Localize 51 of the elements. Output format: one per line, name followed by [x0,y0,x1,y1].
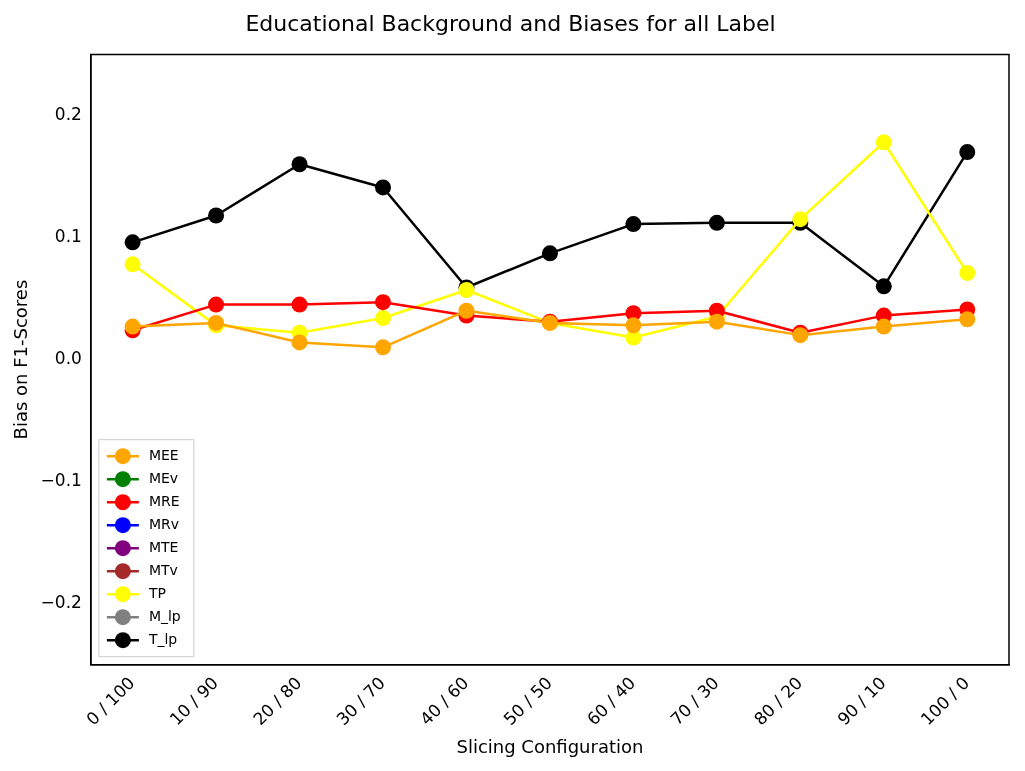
point [875,134,892,151]
point [375,294,392,311]
x-tick-label: 100 / 0 [916,672,974,730]
x-tick-label: 80 / 20 [749,672,807,730]
point [291,334,308,351]
y-tick-label: 0.2 [54,103,82,124]
legend-label: MRE [148,492,180,509]
point [959,311,976,328]
x-tick-label: 50 / 50 [499,672,556,730]
point [375,339,392,356]
y-tick-label: 0.0 [54,347,82,368]
point [375,179,392,196]
y-tick-label: −0.1 [40,470,82,491]
point [124,234,141,251]
y-tick-label: −0.2 [40,592,82,613]
y-axis-title: Bias on F1-Scores [10,279,32,440]
point [708,214,725,231]
point [375,310,392,327]
legend-label: MRv [148,515,179,532]
legend-label: MTE [148,538,179,555]
legend-label: T_lp [147,630,178,647]
legend-label: MTv [148,561,178,578]
x-tick-label: 40 / 60 [415,672,473,730]
chart-title: Educational Background and Biases for all Label [245,10,776,36]
legend-label: M_lp [148,607,181,624]
legend-label: TP [147,584,166,601]
point [208,207,225,224]
point [875,278,892,295]
x-tick-label: 90 / 10 [833,672,890,730]
x-tick-label: 60 / 40 [582,672,640,730]
point [875,318,892,335]
y-tick-label: 0.1 [54,225,82,246]
x-tick-label: 70 / 30 [666,672,723,730]
point [625,317,642,334]
point [291,296,308,313]
point [124,318,141,335]
legend-label: MEv [148,469,179,486]
x-tick-label: 10 / 90 [165,672,223,730]
point [124,256,141,273]
point [541,245,558,262]
legend-label: MEE [148,446,179,463]
x-tick-label: 30 / 70 [332,672,389,730]
x-tick-label: 20 / 80 [249,672,306,730]
point [625,216,642,233]
point [458,302,475,319]
x-axis-title: Slicing Configuration [456,735,644,757]
point [208,296,225,313]
point [959,144,976,161]
point [959,264,976,281]
point [291,156,308,173]
point [708,313,725,330]
